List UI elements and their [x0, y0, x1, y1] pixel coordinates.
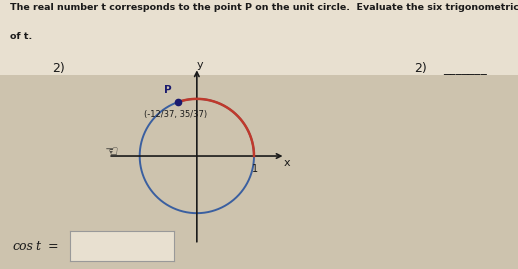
Text: 1: 1	[252, 164, 258, 174]
Text: ☜: ☜	[104, 144, 118, 159]
Text: _______: _______	[443, 62, 486, 75]
Text: P: P	[164, 85, 171, 95]
Text: =: =	[44, 240, 59, 253]
Text: cos: cos	[13, 240, 34, 253]
Text: y: y	[197, 60, 204, 70]
Text: t: t	[35, 240, 40, 253]
Text: (-12/37, 35/37): (-12/37, 35/37)	[144, 110, 207, 119]
Text: x: x	[284, 158, 291, 168]
Text: 2): 2)	[414, 62, 427, 75]
Text: 2): 2)	[52, 62, 65, 75]
Text: of t.: of t.	[10, 32, 33, 41]
Text: The real number t corresponds to the point P on the unit circle.  Evaluate the s: The real number t corresponds to the poi…	[10, 3, 518, 12]
